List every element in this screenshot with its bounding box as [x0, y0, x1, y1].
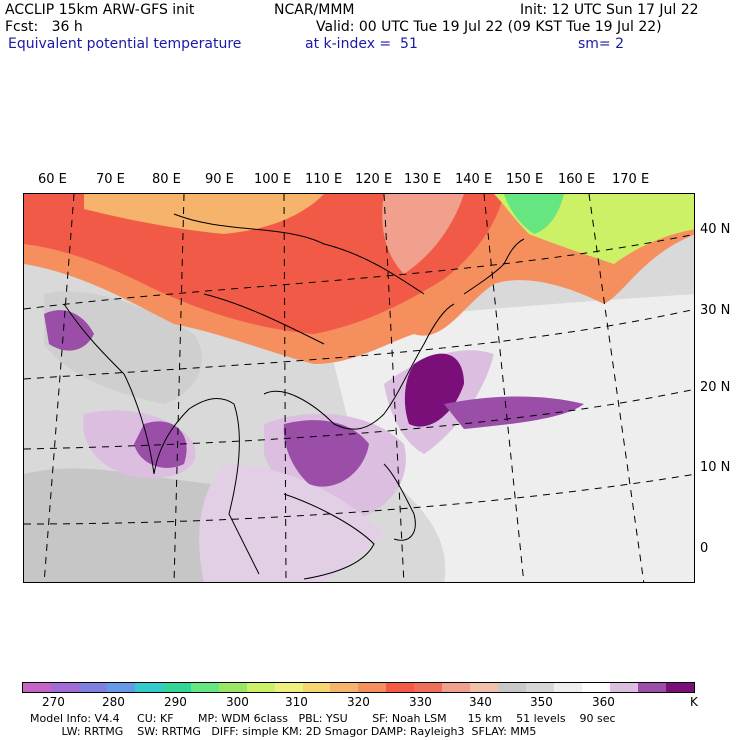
forecast-hour: Fcst: 36 h — [5, 19, 83, 35]
colorbar-tick: 310 — [285, 695, 308, 709]
colorbar-tick: 330 — [409, 695, 432, 709]
theta-e-map — [23, 193, 695, 583]
colorbar-swatch — [358, 683, 387, 692]
lat-label: 10 N — [700, 460, 731, 475]
lon-label: 90 E — [205, 172, 234, 187]
field-name: Equivalent potential temperature — [8, 36, 242, 52]
colorbar-swatch — [78, 683, 107, 692]
colorbar-tick: 280 — [102, 695, 125, 709]
lon-label: 100 E — [254, 172, 292, 187]
china-coastline — [263, 303, 455, 430]
colorbar — [22, 682, 695, 693]
colorbar-tick: 350 — [530, 695, 553, 709]
institution-label: NCAR/MMM — [274, 2, 355, 18]
pakistan-purple-patch — [44, 310, 94, 351]
lon-line-110e — [283, 194, 287, 582]
colorbar-swatch — [498, 683, 527, 692]
colorbar-swatch — [50, 683, 79, 692]
level-index: at k-index = 51 — [305, 36, 418, 52]
philippines-coastline — [383, 463, 416, 541]
colorbar-swatch — [582, 683, 611, 692]
lat-label: 0 — [700, 541, 709, 556]
colorbar-swatch — [610, 683, 638, 692]
lat-label: 20 N — [700, 380, 731, 395]
vietnam-purple-patch — [283, 420, 369, 487]
lat-label: 40 N — [700, 222, 731, 237]
lon-line-170e — [588, 194, 645, 582]
borneo-coastline — [283, 493, 375, 580]
lon-label: 140 E — [455, 172, 493, 187]
colorbar-tick: 340 — [469, 695, 492, 709]
map-canvas — [24, 194, 694, 582]
colorbar-swatch — [386, 683, 415, 692]
lon-line-130e — [383, 194, 405, 582]
colorbar-swatch — [134, 683, 163, 692]
kamchatka-cool-patch — [504, 194, 564, 234]
lon-line-70e — [43, 194, 75, 582]
colorbar-swatch — [330, 683, 359, 692]
colorbar-tick: 300 — [226, 695, 249, 709]
north-orange-patch — [84, 194, 324, 234]
lon-label: 60 E — [38, 172, 67, 187]
colorbar-unit: K — [690, 695, 698, 709]
coastlines — [63, 213, 525, 580]
lon-label: 110 E — [305, 172, 343, 187]
colorbar-swatch — [665, 683, 694, 692]
mongolia-border — [173, 213, 425, 295]
lon-label: 170 E — [612, 172, 650, 187]
colorbar-swatch — [218, 683, 247, 692]
colorbar-tick: 270 — [42, 695, 65, 709]
lon-line-90e — [173, 194, 185, 582]
valid-time: Valid: 00 UTC Tue 19 Jul 22 (09 KST Tue … — [316, 19, 662, 35]
colorbar-swatch — [470, 683, 499, 692]
colorbar-swatch — [414, 683, 443, 692]
colorbar-swatch — [302, 683, 331, 692]
lon-line-150e — [483, 194, 525, 582]
lon-label: 120 E — [355, 172, 393, 187]
lon-label: 160 E — [558, 172, 596, 187]
western-pacific-purple-streak — [444, 396, 584, 429]
south-asia-coastline — [63, 303, 260, 575]
lat-label: 30 N — [700, 303, 731, 318]
lon-label: 80 E — [152, 172, 181, 187]
init-time: Init: 12 UTC Sun 17 Jul 22 — [520, 2, 699, 18]
lon-label: 130 E — [404, 172, 442, 187]
colorbar-swatch — [246, 683, 275, 692]
colorbar-tick: 360 — [592, 695, 615, 709]
colorbar-swatch — [106, 683, 135, 692]
colorbar-swatch — [637, 683, 666, 692]
colorbar-swatch — [190, 683, 219, 692]
model-info-line1: Model Info: V4.4 CU: KF MP: WDM 6class P… — [30, 712, 616, 725]
tibet-border — [203, 293, 325, 345]
colorbar-swatch — [23, 683, 51, 692]
manchuria-patch — [382, 194, 464, 274]
indian-subcontinent-field — [44, 291, 203, 404]
maritime-continent-purple-light — [199, 464, 384, 582]
colorbar-swatch — [442, 683, 471, 692]
lat-line-30n — [24, 233, 694, 310]
model-info-line2: LW: RRTMG SW: RRTMG DIFF: simple KM: 2D … — [30, 725, 537, 738]
lon-label: 150 E — [506, 172, 544, 187]
colorbar-tick: 290 — [164, 695, 187, 709]
colorbar-swatch — [526, 683, 555, 692]
colorbar-tick: 320 — [347, 695, 370, 709]
model-title: ACCLIP 15km ARW-GFS init — [5, 2, 195, 18]
smoothing-label: sm= 2 — [578, 36, 625, 52]
lon-label: 70 E — [96, 172, 125, 187]
graticule — [24, 194, 694, 582]
colorbar-swatch — [162, 683, 191, 692]
colorbar-swatch — [554, 683, 583, 692]
colorbar-swatch — [274, 683, 303, 692]
lat-line-10n — [24, 388, 694, 450]
